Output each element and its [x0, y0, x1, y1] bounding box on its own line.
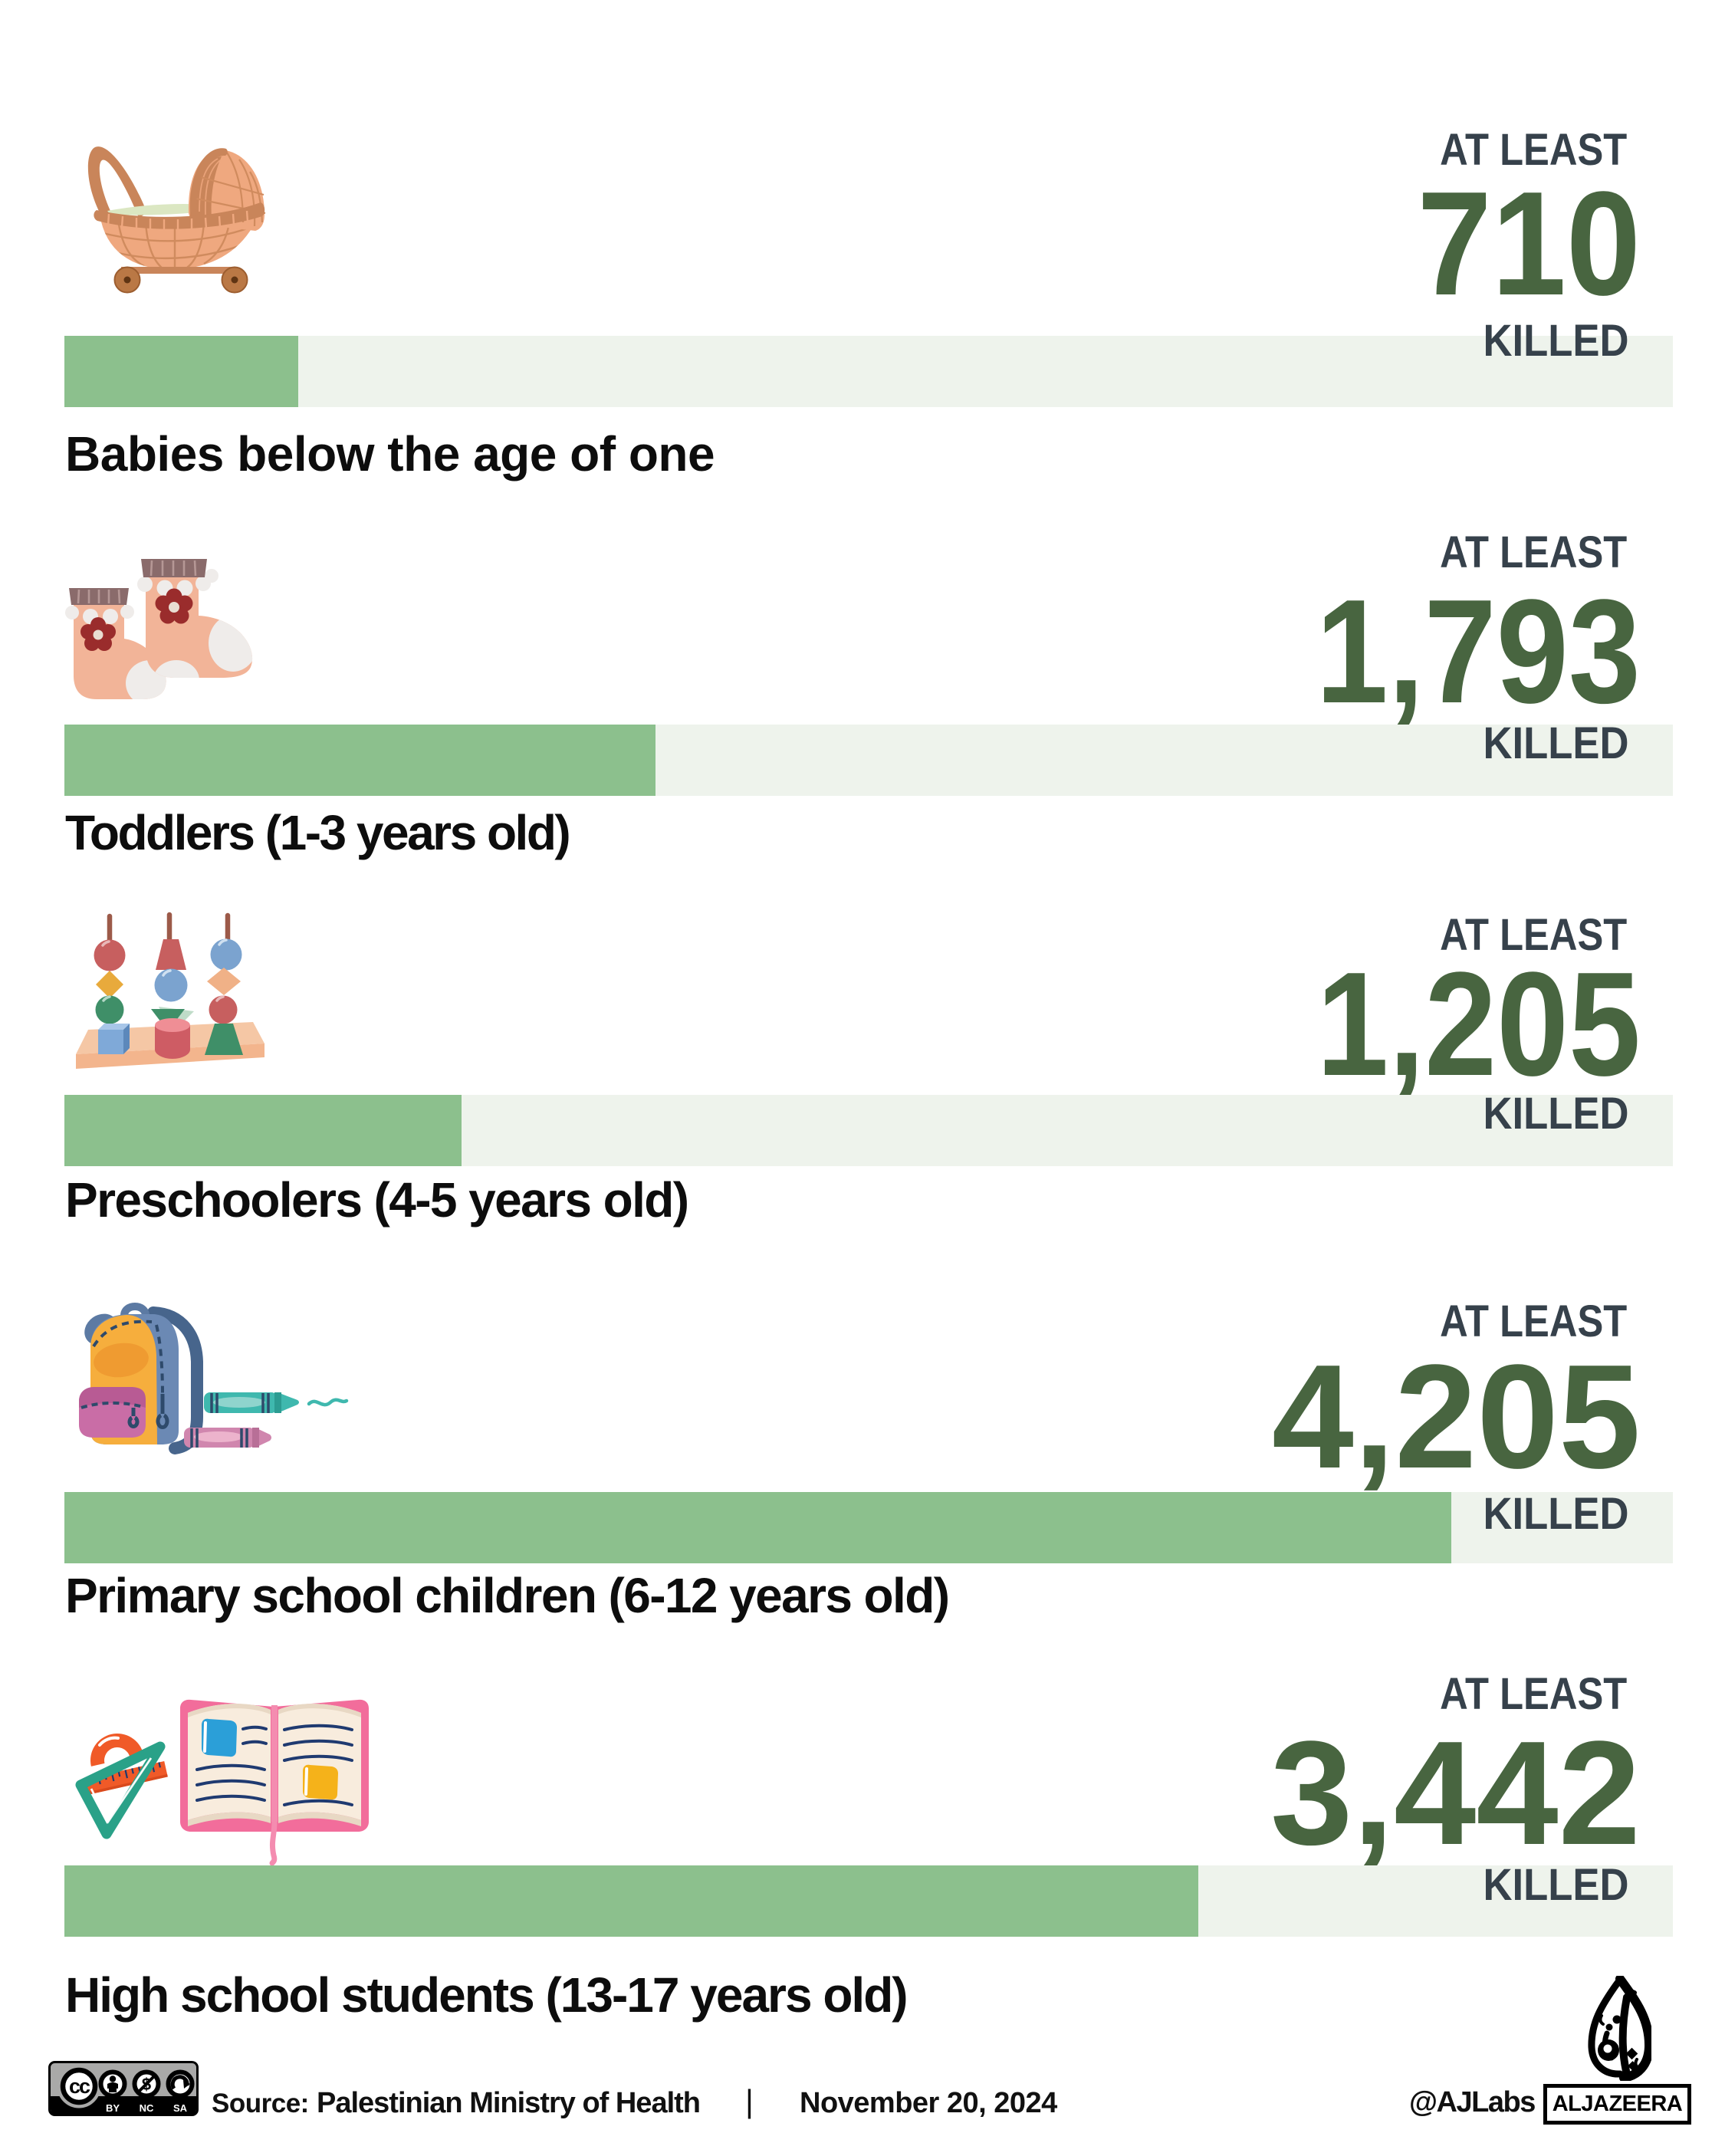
svg-text:BY: BY — [106, 2102, 120, 2114]
svg-text:NC: NC — [140, 2102, 154, 2114]
svg-text:SA: SA — [173, 2102, 188, 2114]
svg-text:cc: cc — [69, 2075, 90, 2098]
